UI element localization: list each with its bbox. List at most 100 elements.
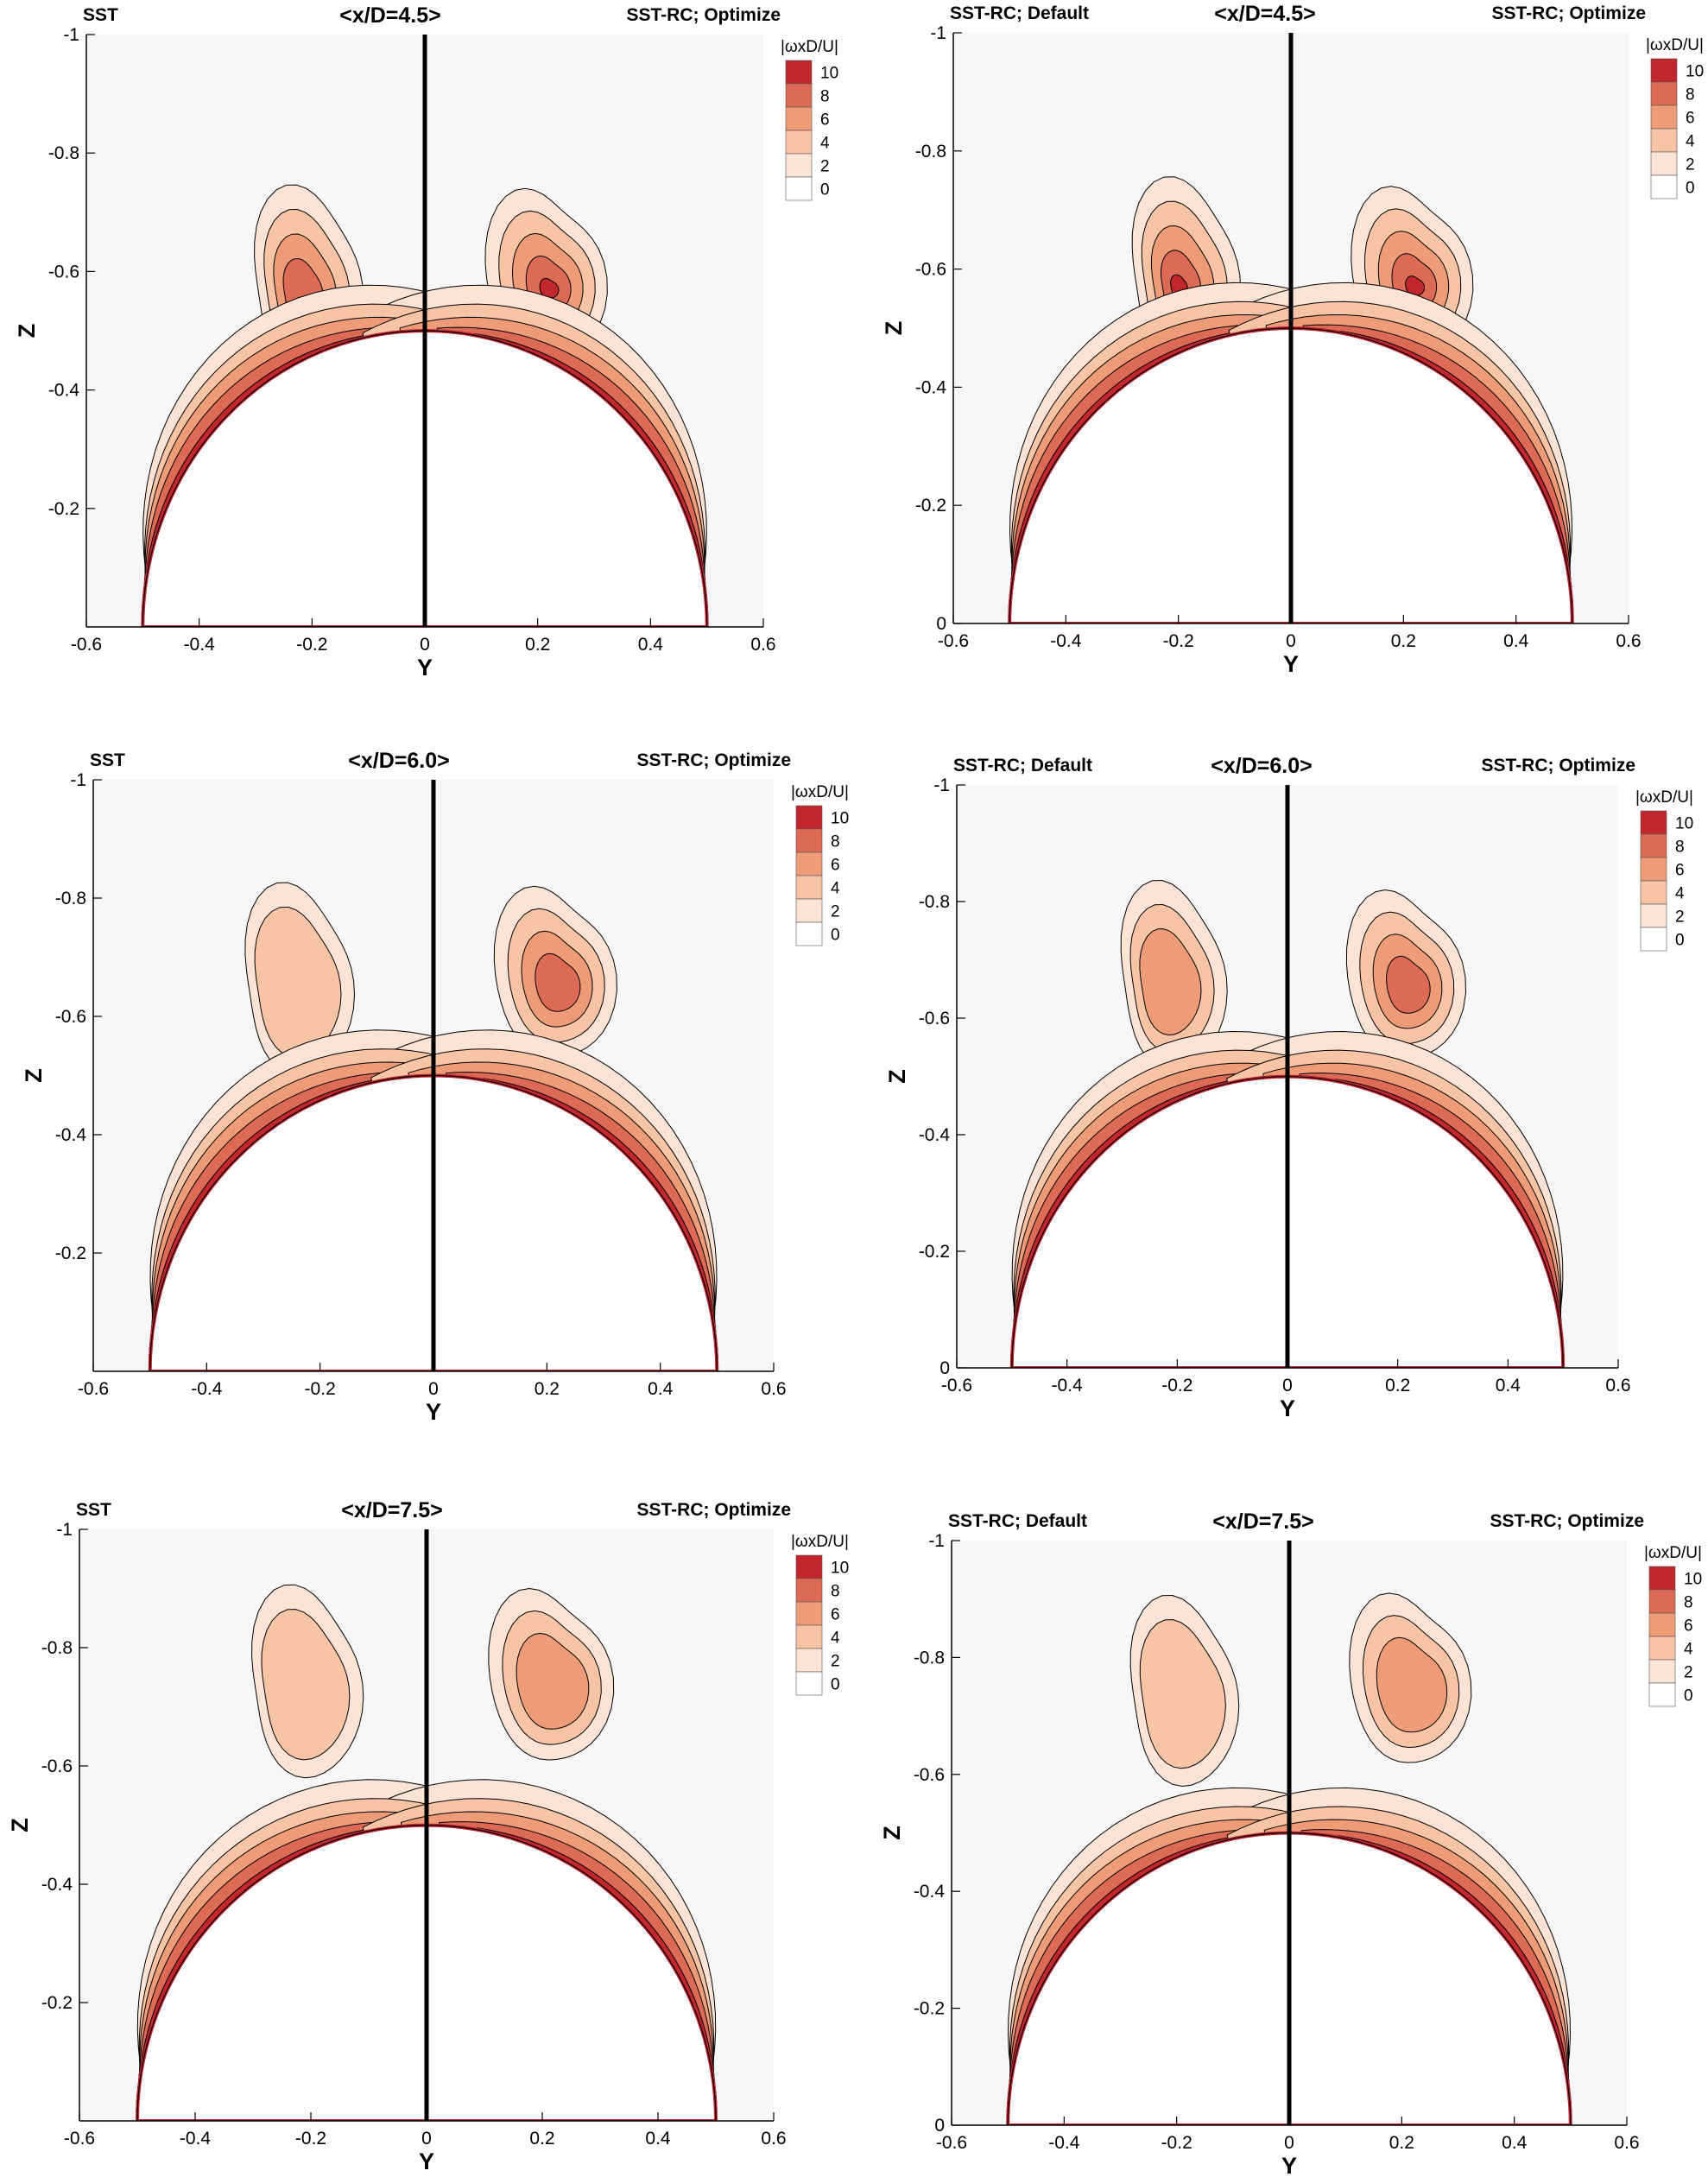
legend-swatch (1650, 58, 1678, 83)
x-tick-label: -0.6 (71, 635, 102, 655)
legend-swatch (795, 805, 823, 830)
panel-right-label: SST-RC; Optimize (636, 750, 791, 770)
panel-title: <x/D=4.5> (339, 3, 440, 28)
legend-level-label: 2 (1686, 156, 1695, 174)
y-tick-label: 0 (939, 1358, 950, 1378)
legend-swatch (795, 921, 823, 946)
legend-level-label: 8 (1686, 86, 1695, 104)
legend-swatch (795, 828, 823, 853)
x-tick-label: -0.6 (938, 631, 969, 651)
right-vortex-level-6 (1376, 1636, 1448, 1733)
x-tick-label: 0.6 (761, 1379, 786, 1399)
panel-title: <x/D=7.5> (341, 1498, 442, 1522)
panel-model-label: SST-RC; Default (953, 756, 1092, 775)
legend-level-label: 6 (831, 857, 840, 875)
legend-swatch (1650, 128, 1678, 153)
hull-outline (1011, 1075, 1564, 1368)
legend-level-label: 6 (1686, 110, 1695, 128)
legend-level-label: 8 (1684, 1594, 1693, 1612)
x-tick-label: 0.2 (529, 2129, 554, 2149)
x-tick-label: 0 (1282, 1376, 1293, 1395)
legend-swatch (1640, 880, 1667, 905)
hull-outline (149, 1074, 718, 1371)
legend-swatch (1650, 151, 1678, 176)
y-tick-label: 0 (936, 614, 946, 634)
x-tick-label: -0.4 (1052, 1376, 1084, 1395)
legend-swatch (795, 1648, 823, 1673)
chart-panel: -0.6 -0.4 -0.2 0 0.2 0.4 0.6 -1 -0.8 -0.6 -0.4 -0.2… (14, 3, 838, 680)
legend-level-label: 2 (1675, 908, 1685, 927)
y-tick-label: -0.4 (55, 1125, 87, 1145)
legend-swatch (1640, 857, 1667, 882)
hull-outline (1009, 327, 1573, 623)
panel-right-label: SST-RC; Optimize (1481, 756, 1635, 775)
panel-model-label: SST-RC; Default (948, 1511, 1087, 1531)
right-vortex-level-10 (1405, 275, 1426, 297)
legend-title: |ωxD/U| (781, 38, 838, 56)
legend-swatch (1648, 1566, 1676, 1591)
legend-level-label: 10 (1684, 1571, 1702, 1589)
legend-swatch (785, 60, 813, 85)
legend-level-label: 2 (831, 1653, 840, 1671)
y-axis-label: Z (881, 321, 907, 336)
x-tick-label: -0.6 (936, 2133, 967, 2153)
legend-swatch (785, 130, 813, 155)
legend-level-label: 4 (831, 880, 840, 898)
x-axis-label: Y (417, 655, 433, 680)
y-tick-label: -1 (933, 775, 950, 795)
y-tick-label: -1 (928, 1531, 945, 1551)
legend-swatch (1648, 1682, 1676, 1707)
x-tick-label: 0.4 (638, 635, 664, 655)
y-tick-label: -0.8 (915, 142, 946, 161)
legend-level-label: 0 (831, 927, 840, 945)
y-tick-label: -0.8 (914, 1648, 945, 1668)
legend-level-label: 8 (831, 833, 840, 851)
y-tick-label: -0.4 (919, 1125, 951, 1145)
legend-level-label: 10 (1686, 63, 1704, 81)
x-tick-label: 0.4 (1503, 631, 1529, 651)
legend-title: |ωxD/U| (1635, 788, 1693, 807)
legend-swatch (1648, 1589, 1676, 1614)
chart-panel: -0.6 -0.4 -0.2 0 0.2 0.4 0.6 -1 -0.8 -0.6 -0.4 -0.2… (7, 1498, 849, 2174)
y-tick-label: -0.4 (41, 1875, 73, 1895)
x-axis-label: Y (426, 1399, 441, 1425)
x-tick-label: 0.6 (1614, 2133, 1639, 2153)
legend-level-label: 0 (1686, 180, 1695, 198)
panel-right-label: SST-RC; Optimize (636, 1500, 791, 1520)
legend-swatch (785, 153, 813, 178)
legend-swatch (795, 1624, 823, 1649)
y-axis-label: Z (7, 1818, 33, 1832)
y-tick-label: -1 (63, 25, 79, 45)
legend-level-label: 6 (1675, 862, 1685, 880)
x-tick-label: 0 (1284, 2133, 1294, 2153)
y-tick-label: -0.2 (914, 1999, 945, 2019)
x-tick-label: 0.6 (761, 2129, 786, 2149)
y-axis-label: Z (879, 1826, 905, 1840)
y-tick-label: -0.8 (55, 889, 86, 908)
x-tick-label: -0.4 (180, 2129, 212, 2149)
panel-title: <x/D=7.5> (1212, 1509, 1313, 1534)
legend-level-label: 0 (820, 181, 830, 199)
x-axis-label: Y (1281, 2153, 1297, 2177)
right-vortex-level-8 (535, 952, 581, 1012)
legend-swatch (1650, 174, 1678, 199)
legend-level-label: 4 (831, 1630, 840, 1648)
x-axis-label: Y (1283, 651, 1299, 677)
legend-level-label: 6 (820, 111, 830, 130)
hull-outline (1007, 1832, 1572, 2125)
legend-swatch (1650, 81, 1678, 106)
legend-title: |ωxD/U| (791, 1533, 849, 1551)
legend-swatch (785, 106, 813, 131)
contour-field (148, 882, 719, 1371)
legend-swatch (795, 898, 823, 923)
x-tick-label: 0.6 (1605, 1376, 1630, 1395)
chart-panel: -0.6 -0.4 -0.2 0 0.2 0.4 0.6 -1 -0.8 -0.6 -0.4 -0.2… (881, 2, 1704, 677)
legend-swatch (785, 83, 813, 108)
x-tick-label: -0.2 (295, 2129, 326, 2149)
x-tick-label: 0.6 (1616, 631, 1641, 651)
x-tick-label: -0.6 (64, 2129, 95, 2149)
y-tick-label: -0.8 (41, 1638, 73, 1658)
legend-level-label: 10 (831, 1560, 849, 1578)
legend-level-label: 4 (1675, 885, 1685, 903)
